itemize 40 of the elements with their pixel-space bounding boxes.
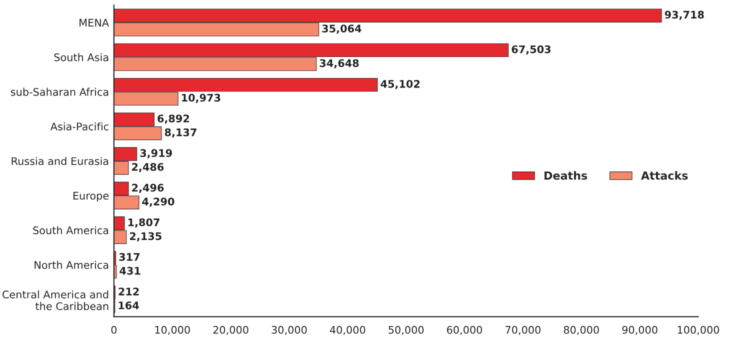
- y-tick-label: Russia and Eurasia: [12, 156, 108, 166]
- y-tick-label: South Asia: [54, 53, 108, 62]
- data-label: 317: [119, 252, 140, 261]
- data-label: 35,064: [322, 24, 362, 34]
- x-tick-label: 60,000: [447, 326, 482, 335]
- x-tick-label: 20,000: [213, 326, 248, 335]
- data-label: 2,135: [130, 232, 162, 242]
- x-tick-label: 40,000: [330, 326, 366, 335]
- data-label: 2,496: [132, 184, 164, 193]
- y-tick-label: sub-Saharan Africa: [10, 88, 108, 96]
- x-tick-label: 100,000: [678, 326, 720, 335]
- x-tick-label: 70,000: [506, 326, 540, 335]
- y-tick-label: MENA: [80, 18, 109, 26]
- data-label: 431: [120, 266, 140, 275]
- y-tick-label: Central America and the Caribbean: [2, 290, 108, 310]
- y-tick-label: Europe: [73, 192, 109, 202]
- data-label: 93,718: [664, 10, 704, 20]
- data-label: 1,807: [128, 218, 160, 228]
- x-tick-label: 80,000: [564, 326, 599, 335]
- data-label: 2,486: [132, 163, 164, 172]
- y-tick-label: South America: [33, 226, 108, 234]
- data-label: 8,137: [164, 128, 196, 138]
- legend-label: Deaths: [544, 171, 588, 180]
- x-tick-label: 0: [111, 326, 117, 334]
- data-label: 3,919: [140, 149, 172, 158]
- data-label: 4,290: [142, 198, 174, 207]
- x-tick-label: 30,000: [272, 326, 307, 335]
- x-tick-label: 50,000: [388, 326, 424, 335]
- data-label: 34,648: [320, 59, 359, 68]
- data-label: 164: [118, 301, 139, 310]
- data-label: 45,102: [380, 80, 420, 90]
- y-tick-label: North America: [34, 260, 108, 269]
- data-label: 212: [118, 288, 139, 296]
- data-label: 67,503: [512, 45, 551, 55]
- x-tick-label: 10,000: [155, 326, 190, 335]
- y-tick-label: Asia-Pacific: [50, 122, 108, 130]
- data-label: 6,892: [158, 114, 190, 124]
- legend-label: Attacks: [640, 171, 688, 180]
- data-label: 10,973: [182, 94, 220, 104]
- x-tick-label: 90,000: [622, 326, 658, 335]
